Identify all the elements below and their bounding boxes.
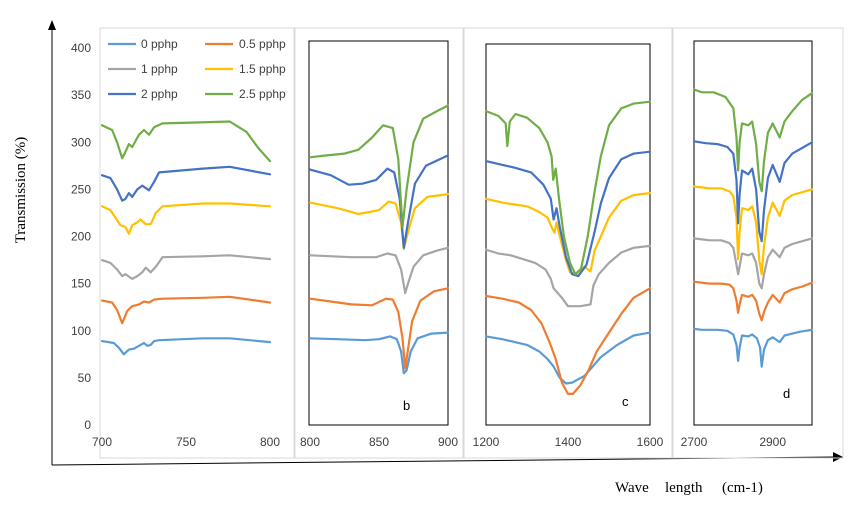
y-tick-label: 250 xyxy=(71,182,91,196)
series-line-1-5-pphp xyxy=(100,202,272,235)
x-axis-title-word2: length xyxy=(665,480,703,496)
x-tick-label: 1200 xyxy=(473,435,500,449)
panel-0: 700 750 800 xyxy=(92,120,280,449)
legend-entry: 2.5 pphp xyxy=(239,87,286,101)
series-line-0-5-pphp xyxy=(692,280,814,322)
series-line-1-pphp xyxy=(308,246,450,295)
legend-entry: 0.5 pphp xyxy=(239,37,286,51)
y-tick-label: 400 xyxy=(71,41,91,55)
y-axis: 0 50 100 150 200 250 300 350 400 xyxy=(71,41,91,432)
series-line-2-pphp xyxy=(100,165,272,202)
series-line-2-5-pphp xyxy=(308,104,450,229)
series-line-2-pphp xyxy=(308,154,450,249)
series-line-0-pphp xyxy=(484,331,652,385)
series-line-1-pphp xyxy=(484,244,652,308)
series-line-2-pphp xyxy=(692,140,814,243)
y-tick-label: 300 xyxy=(71,135,91,149)
x-axis-title-unit: (cm-1) xyxy=(722,480,763,496)
series-line-2-5-pphp xyxy=(692,88,814,193)
y-arrow-head xyxy=(48,20,56,30)
panel-label-b: b xyxy=(403,398,410,413)
series-line-2-5-pphp xyxy=(100,120,272,163)
x-tick-label: 900 xyxy=(438,435,458,449)
series-line-0-pphp xyxy=(100,337,272,356)
series-line-0-pphp xyxy=(692,327,814,368)
plot-boxes xyxy=(308,40,813,426)
y-tick-label: 150 xyxy=(71,277,91,291)
panel-frames xyxy=(99,27,844,459)
legend: 0 pphp 0.5 pphp 1 pphp 1.5 pphp 2 pphp 2.5 pp… xyxy=(108,37,286,101)
series-line-0-5-pphp xyxy=(100,295,272,325)
series-line-1-5-pphp xyxy=(308,193,450,250)
legend-entry: 1 pphp xyxy=(141,62,178,76)
panel-3: 2700 2900 xyxy=(681,88,814,449)
y-tick-label: 50 xyxy=(78,371,92,385)
x-tick-label: 1400 xyxy=(555,435,582,449)
x-tick-label: 850 xyxy=(369,435,389,449)
x-axis-title-word1: Wave xyxy=(615,480,649,496)
x-tick-label: 750 xyxy=(176,435,196,449)
x-arrow-head xyxy=(833,452,843,462)
x-tick-label: 800 xyxy=(260,435,280,449)
panels: 700 750 800 800 850 900 1200 1400 1600 2700 2900 xyxy=(92,88,814,449)
y-tick-label: 350 xyxy=(71,88,91,102)
x-tick-label: 2700 xyxy=(681,435,708,449)
y-axis-title: Transmission (%) xyxy=(13,137,29,244)
series-line-2-pphp xyxy=(484,150,652,278)
series-line-0-5-pphp xyxy=(308,287,450,370)
legend-entry: 1.5 pphp xyxy=(239,62,286,76)
y-tick-label: 100 xyxy=(71,324,91,338)
legend-entry: 0 pphp xyxy=(141,37,178,51)
y-tick-label: 200 xyxy=(71,230,91,244)
x-tick-label: 800 xyxy=(300,435,320,449)
panel-2: 1200 1400 1600 xyxy=(473,100,664,449)
legend-entry: 2 pphp xyxy=(141,87,178,101)
panel-1: 800 850 900 xyxy=(300,104,458,449)
series-line-1-5-pphp xyxy=(692,185,814,276)
series-line-1-pphp xyxy=(692,237,814,290)
y-tick-label: 0 xyxy=(84,418,91,432)
panel-label-d: d xyxy=(783,386,790,401)
series-line-0-5-pphp xyxy=(484,287,652,395)
series-line-1-pphp xyxy=(100,254,272,280)
x-tick-label: 2900 xyxy=(759,435,786,449)
panel-label-c: c xyxy=(622,394,629,409)
series-line-2-5-pphp xyxy=(484,100,652,276)
x-tick-label: 700 xyxy=(92,435,112,449)
series-line-0-pphp xyxy=(308,331,450,375)
x-tick-label: 1600 xyxy=(637,435,664,449)
